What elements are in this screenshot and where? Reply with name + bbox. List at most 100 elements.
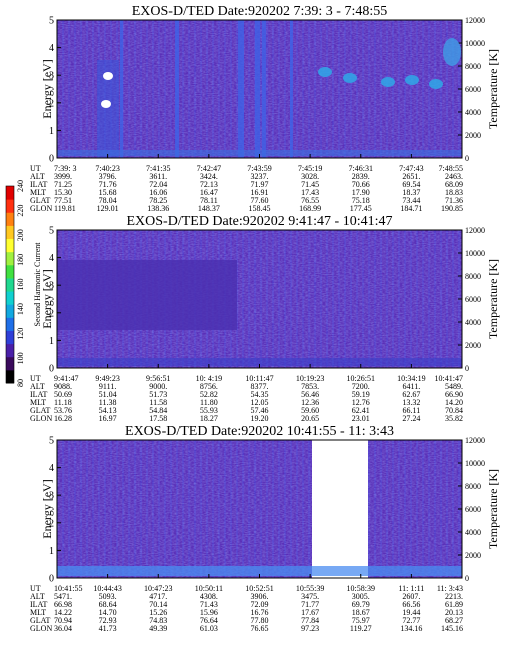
table-cell: 77.60 [251,196,269,205]
row-label-ut: UT [30,164,41,173]
table-cell: 51.73 [149,390,167,399]
y-tick-label: 2 [49,98,54,109]
intensity-peak [103,72,113,80]
table-cell: 70.66 [352,180,370,189]
table-cell: 10:58:39 [347,584,375,593]
y-right-tick-label: 10000 [465,459,485,468]
table-cell: 72.13 [200,180,218,189]
colorbar-cell [6,304,14,318]
colorbar-gradient [5,185,15,384]
table-cell: 62.67 [402,390,420,399]
table-cell: 70.14 [149,600,167,609]
table-cell: 54.35 [251,390,269,399]
table-cell: 77.80 [251,616,269,625]
table-cell: 54.13 [99,406,117,415]
table-cell: 16.28 [54,414,72,423]
y-right-tick-label: 4000 [465,528,481,537]
table-cell: 9:41:47 [54,374,78,383]
table-cell: 71.36 [445,196,463,205]
row-label-glon: GLON [30,414,52,423]
y-right-tick-label: 6000 [465,295,481,304]
y-right-tick-label: 4000 [465,318,481,327]
table-cell: 3796. [99,172,117,181]
table-cell: 72.09 [251,600,269,609]
table-cell: 69.54 [402,180,420,189]
colorbar-cell [6,277,14,292]
table-cell: 68.09 [445,180,463,189]
intensity-blob [429,79,443,89]
table-cell: 52.82 [200,390,218,399]
row-label-ilat: ILAT [30,600,47,609]
table-cell: 11.18 [54,398,72,407]
table-cell: 16.76 [251,608,269,617]
ephemeris-table: UT 7:39: 3 7:40:23 7:41:35 7:42:47 7:43:59 7:4… [30,164,463,213]
ephemeris-table: UT 10:41:55 10:44:43 10:47:23 10:50:11 10:52:… [30,584,463,633]
table-cell: 7853. [301,382,319,391]
colorbar-tick-label: 160 [16,279,25,291]
table-cell: 7:41:35 [146,164,170,173]
intensity-band [255,20,260,158]
table-cell: 3005. [352,592,370,601]
row-label-mlt: MLT [30,608,46,617]
y-tick-label: 3 [49,71,54,82]
intensity-band [97,60,119,158]
table-cell: 17.90 [352,188,370,197]
table-cell: 148.37 [198,204,220,213]
table-cell: 11.80 [200,398,218,407]
colorbar-cell [6,186,14,200]
colorbar-tick-label: 140 [16,303,25,315]
table-cell: 3906. [251,592,269,601]
table-cell: 5489. [445,382,463,391]
colorbar-tick-label: 100 [16,352,25,364]
table-cell: 51.04 [99,390,117,399]
y-right-axis-label: Temperature [K] [486,469,500,549]
table-cell: 5471. [54,592,72,601]
colorbar-cell [6,343,14,358]
table-cell: 76.65 [251,624,269,633]
intensity-peak [101,100,111,108]
table-cell: 11: 3:43 [437,584,463,593]
table-cell: 15.96 [200,608,218,617]
row-label-ut: UT [30,584,41,593]
table-cell: 10:52:51 [245,584,273,593]
panel-1: EXOS-D/TED Date:920202 7:39: 3 - 7:48:55… [30,4,500,213]
ephemeris-table: UT 9:41:47 9:49:23 9:56:51 10: 4:19 10:11:47 1… [30,374,463,423]
spectrogram-speckle [57,440,462,578]
table-cell: 9:56:51 [146,374,170,383]
table-cell: 59.19 [352,390,370,399]
table-cell: 76.64 [200,616,218,625]
y-axis-label: Energy [eV] [40,479,54,538]
table-cell: 19.44 [402,608,420,617]
row-label-glat: GLAT [30,616,51,625]
table-cell: 78.25 [149,196,167,205]
row-label-mlt: MLT [30,188,46,197]
colorbar-tick-label: 80 [16,379,25,387]
y-right-tick-label: 0 [465,154,469,163]
panels-layer: EXOS-D/TED Date:920202 7:39: 3 - 7:48:55… [30,4,500,633]
table-cell: 10: 4:19 [196,374,222,383]
table-cell: 3611. [149,172,167,181]
y-right-tick-label: 8000 [465,482,481,491]
low-energy-band [57,150,462,156]
y-tick-label: 0 [49,154,54,165]
table-cell: 2839. [352,172,370,181]
y-tick-label: 4 [49,463,54,474]
table-cell: 3237. [251,172,269,181]
intensity-band [238,20,244,158]
table-cell: 158.45 [249,204,271,213]
row-label-glon: GLON [30,204,52,213]
table-cell: 57.46 [251,406,269,415]
colorbar-tick-label: 200 [16,229,25,241]
table-cell: 2607. [402,592,420,601]
table-cell: 168.99 [299,204,321,213]
table-cell: 11.38 [99,398,117,407]
table-cell: 190.85 [441,204,463,213]
table-cell: 75.97 [352,616,370,625]
table-cell: 7:45:19 [298,164,322,173]
table-cell: 16.97 [99,414,117,423]
y-right-tick-label: 8000 [465,272,481,281]
table-cell: 13.32 [402,398,420,407]
table-cell: 61.89 [445,600,463,609]
y-right-tick-label: 12000 [465,16,485,25]
